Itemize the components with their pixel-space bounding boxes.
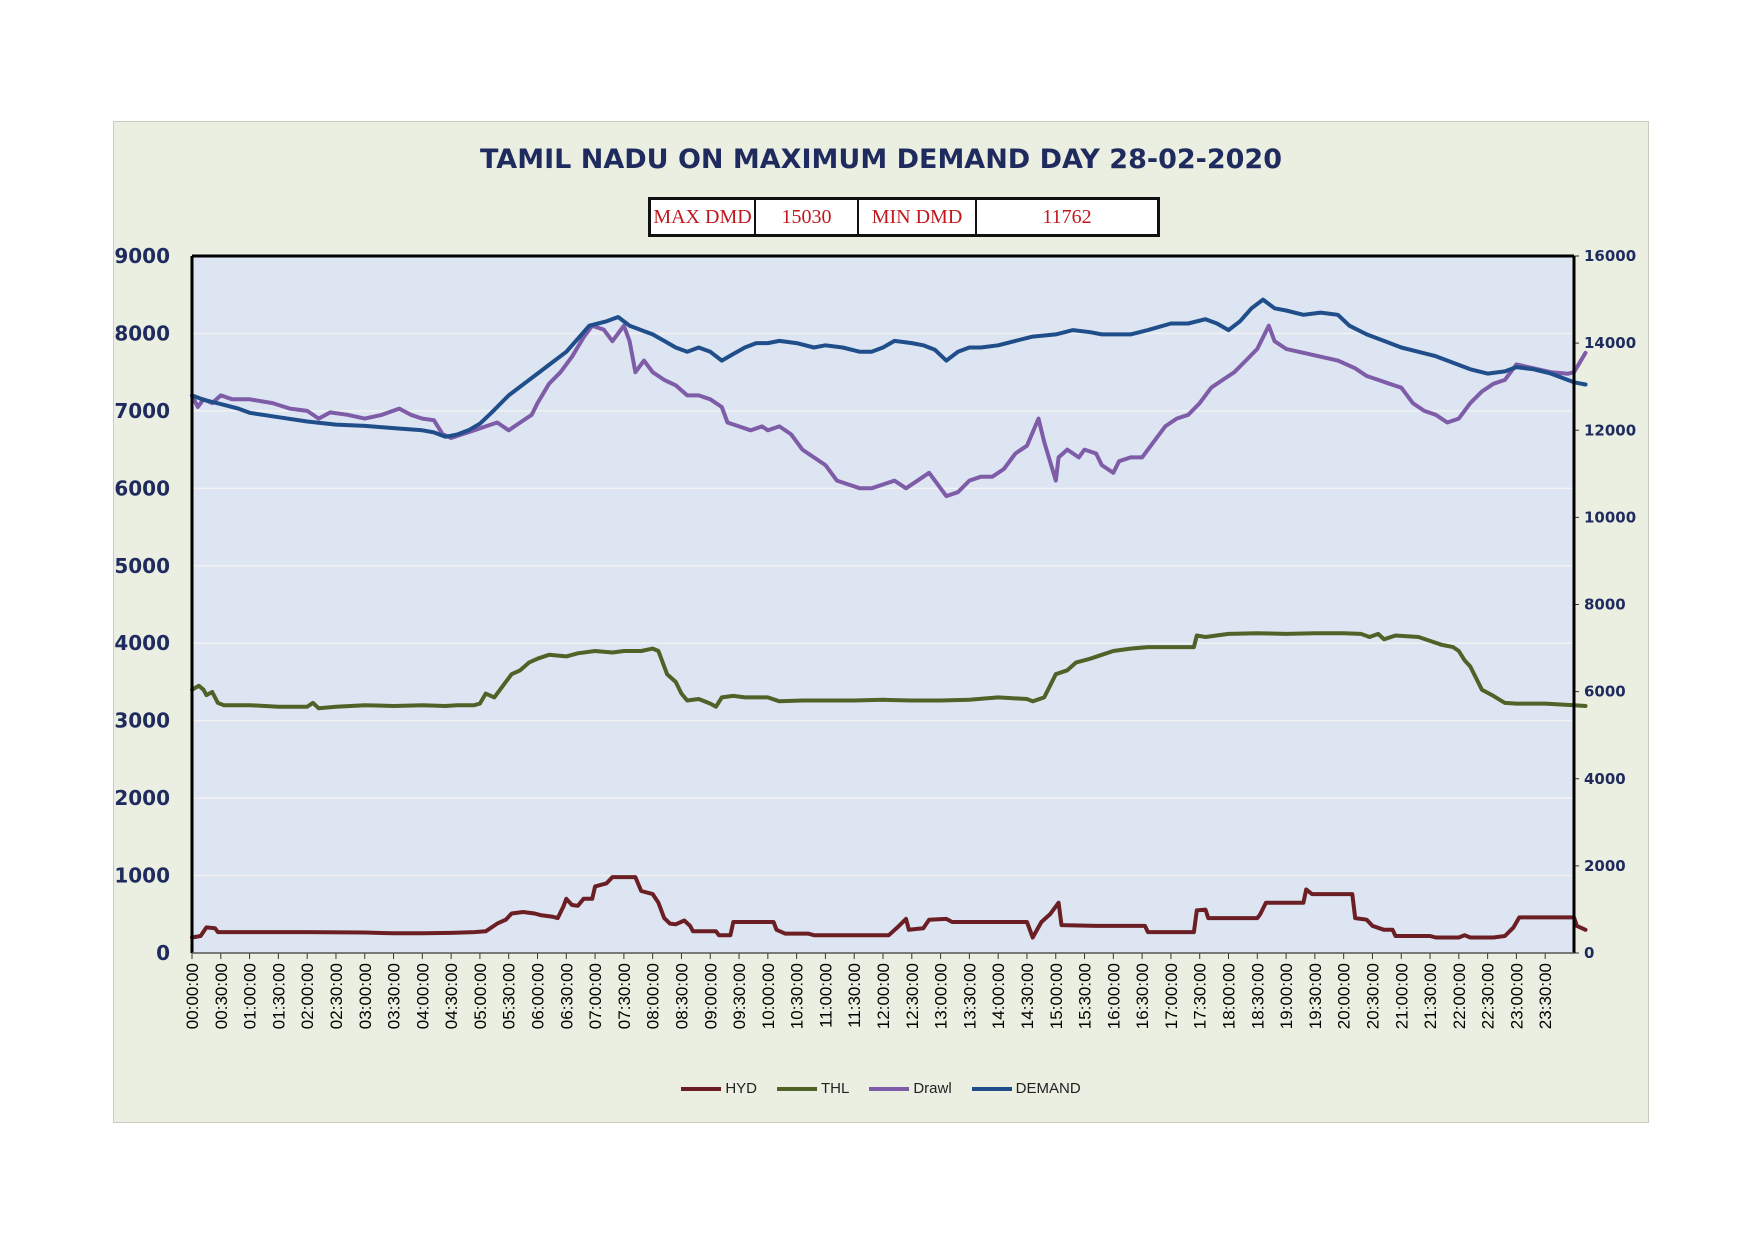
chart-title: TAMIL NADU ON MAXIMUM DEMAND DAY 28-02-2… bbox=[479, 144, 1282, 175]
x-tick-label: 14:30:00 bbox=[1018, 963, 1037, 1029]
y-left-tick-label: 7000 bbox=[114, 399, 170, 423]
x-tick-label: 15:00:00 bbox=[1047, 963, 1066, 1029]
legend-item-thl: THL bbox=[776, 1080, 850, 1097]
x-tick-label: 05:00:00 bbox=[471, 963, 490, 1029]
y-right-tick-label: 16000 bbox=[1584, 247, 1636, 265]
x-tick-label: 13:30:00 bbox=[960, 963, 979, 1029]
x-tick-label: 13:00:00 bbox=[932, 963, 951, 1029]
max-demand-value: 15030 bbox=[756, 200, 859, 234]
legend-label: Drawl bbox=[913, 1080, 952, 1097]
plot-area bbox=[192, 256, 1574, 953]
x-tick-label: 10:30:00 bbox=[788, 963, 807, 1029]
legend-label: HYD bbox=[725, 1080, 757, 1097]
stats-box: MAX DMD 15030 MIN DMD 11762 bbox=[648, 197, 1160, 237]
chart-frame: TAMIL NADU ON MAXIMUM DEMAND DAY 28-02-2… bbox=[113, 121, 1649, 1123]
y-left-tick-label: 9000 bbox=[114, 244, 170, 268]
x-tick-label: 07:30:00 bbox=[615, 963, 634, 1029]
y-left-tick-label: 4000 bbox=[114, 631, 170, 655]
y-left-tick-label: 0 bbox=[156, 941, 170, 965]
x-tick-label: 10:00:00 bbox=[759, 963, 778, 1029]
x-tick-label: 17:30:00 bbox=[1191, 963, 1210, 1029]
x-tick-label: 06:00:00 bbox=[529, 963, 548, 1029]
legend-item-hyd: HYD bbox=[681, 1080, 757, 1097]
legend-swatch bbox=[681, 1086, 722, 1091]
min-demand-value: 11762 bbox=[1042, 205, 1092, 228]
y-left-tick-label: 2000 bbox=[114, 786, 170, 810]
legend-swatch bbox=[971, 1086, 1012, 1091]
x-tick-label: 08:30:00 bbox=[672, 963, 691, 1029]
x-tick-label: 06:30:00 bbox=[557, 963, 576, 1029]
x-tick-label: 22:30:00 bbox=[1479, 963, 1498, 1029]
y-left-tick-label: 3000 bbox=[114, 709, 170, 733]
legend-swatch bbox=[776, 1086, 817, 1091]
max-demand-label: MAX DMD bbox=[651, 200, 756, 234]
x-tick-label: 09:00:00 bbox=[701, 963, 720, 1029]
x-tick-label: 04:00:00 bbox=[413, 963, 432, 1029]
x-tick-label: 15:30:00 bbox=[1076, 963, 1095, 1029]
x-tick-label: 23:30:00 bbox=[1536, 963, 1555, 1029]
y-right-tick-label: 8000 bbox=[1584, 596, 1626, 614]
series-line-demand bbox=[190, 297, 1588, 439]
y-right-tick-label: 0 bbox=[1584, 944, 1594, 962]
chart-plot: 0 1000 2000 3000 4000 5000 6000 7000 8000 9000 0 20… bbox=[114, 244, 1636, 1029]
x-tick-label: 18:00:00 bbox=[1220, 963, 1239, 1029]
x-tick-label: 11:30:00 bbox=[845, 963, 864, 1028]
legend-item-demand: DEMAND bbox=[971, 1080, 1081, 1097]
x-tick-label: 22:00:00 bbox=[1450, 963, 1469, 1029]
x-tick-label: 21:00:00 bbox=[1392, 963, 1411, 1029]
x-tick-label: 21:30:00 bbox=[1421, 963, 1440, 1029]
x-tick-label: 03:30:00 bbox=[385, 963, 404, 1029]
series-line-hyd bbox=[190, 875, 1588, 940]
x-tick-label: 11:00:00 bbox=[816, 963, 835, 1028]
y-right-tick-label: 12000 bbox=[1584, 421, 1636, 439]
x-tick-label: 02:00:00 bbox=[298, 963, 317, 1029]
y-left-tick-label: 5000 bbox=[114, 554, 170, 578]
x-tick-label: 19:30:00 bbox=[1306, 963, 1325, 1029]
y-left-tick-label: 1000 bbox=[114, 864, 170, 888]
legend-label: DEMAND bbox=[1015, 1080, 1081, 1097]
x-tick-label: 05:30:00 bbox=[500, 963, 519, 1029]
x-tick-label: 04:30:00 bbox=[442, 963, 461, 1029]
x-tick-label: 08:00:00 bbox=[644, 963, 663, 1029]
x-tick-label: 09:30:00 bbox=[730, 963, 749, 1029]
series-line-thl bbox=[190, 631, 1588, 711]
x-tick-label: 00:00:00 bbox=[183, 963, 202, 1029]
y-right-tick-label: 6000 bbox=[1584, 683, 1626, 701]
y-right-tick-label: 4000 bbox=[1584, 770, 1626, 788]
x-tick-label: 03:00:00 bbox=[356, 963, 375, 1029]
y-right-tick-label: 2000 bbox=[1584, 857, 1626, 875]
x-tick-label: 20:00:00 bbox=[1335, 963, 1354, 1029]
x-tick-label: 01:30:00 bbox=[269, 963, 288, 1029]
x-tick-label: 07:00:00 bbox=[586, 963, 605, 1029]
x-tick-label: 01:00:00 bbox=[241, 963, 260, 1029]
y-right-tick-label: 14000 bbox=[1584, 334, 1636, 352]
legend-swatch bbox=[869, 1086, 910, 1091]
y-left-tick-label: 6000 bbox=[114, 476, 170, 500]
x-tick-label: 16:30:00 bbox=[1133, 963, 1152, 1029]
x-tick-label: 23:00:00 bbox=[1507, 963, 1526, 1029]
x-tick-label: 12:30:00 bbox=[903, 963, 922, 1029]
legend-item-drawl: Drawl bbox=[869, 1080, 952, 1097]
min-demand-label: MIN DMD bbox=[859, 200, 977, 234]
x-tick-label: 02:30:00 bbox=[327, 963, 346, 1029]
y-right-tick-label: 10000 bbox=[1584, 508, 1636, 526]
legend-label: THL bbox=[820, 1080, 850, 1097]
x-tick-label: 14:00:00 bbox=[989, 963, 1008, 1029]
x-tick-label: 18:30:00 bbox=[1248, 963, 1267, 1029]
x-tick-label: 19:00:00 bbox=[1277, 963, 1296, 1029]
x-tick-label: 20:30:00 bbox=[1363, 963, 1382, 1029]
x-tick-label: 12:00:00 bbox=[874, 963, 893, 1029]
x-tick-label: 16:00:00 bbox=[1104, 963, 1123, 1029]
legend: HYD THL Drawl DEMAND bbox=[114, 1080, 1648, 1097]
y-left-tick-label: 8000 bbox=[114, 321, 170, 345]
x-tick-label: 00:30:00 bbox=[212, 963, 231, 1029]
x-tick-label: 17:00:00 bbox=[1162, 963, 1181, 1029]
